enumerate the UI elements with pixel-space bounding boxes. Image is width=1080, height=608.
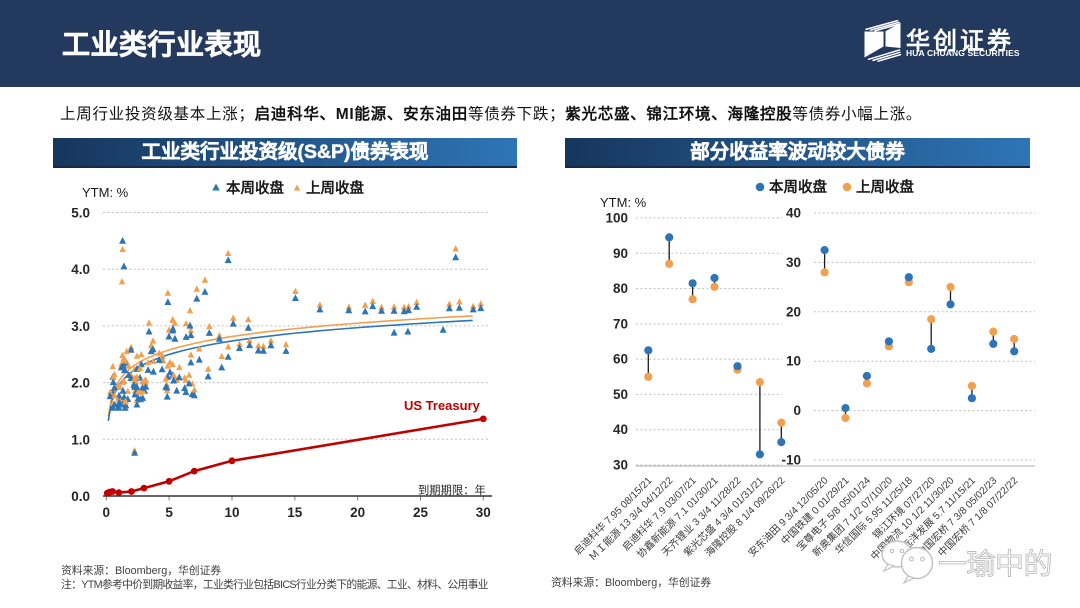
svg-text:YTM: %: YTM: % <box>600 195 647 210</box>
svg-text:90: 90 <box>613 246 628 261</box>
svg-text:YTM: %: YTM: % <box>82 185 129 200</box>
svg-text:20: 20 <box>350 505 365 520</box>
svg-text:4.0: 4.0 <box>71 262 90 277</box>
svg-text:10: 10 <box>786 354 801 369</box>
svg-text:上周收盘: 上周收盘 <box>856 178 914 196</box>
svg-text:60: 60 <box>613 352 628 367</box>
svg-text:50: 50 <box>613 387 628 402</box>
svg-text:30: 30 <box>613 458 628 473</box>
svg-text:资料来源：Bloomberg，华创证券: 资料来源：Bloomberg，华创证券 <box>61 563 221 577</box>
svg-text:5.0: 5.0 <box>71 206 90 221</box>
svg-text:70: 70 <box>613 316 628 331</box>
svg-text:0: 0 <box>793 403 801 418</box>
svg-text:15: 15 <box>287 505 303 520</box>
svg-text:US Treasury: US Treasury <box>404 398 481 413</box>
svg-text:本周收盘: 本周收盘 <box>226 179 284 197</box>
svg-text:0: 0 <box>103 505 111 520</box>
svg-text:资料来源：Bloomberg，华创证券: 资料来源：Bloomberg，华创证券 <box>551 575 711 589</box>
svg-text:20: 20 <box>786 304 801 319</box>
svg-text:注：YTM参考中价到期收益率，工业类行业包括BICS行业分类: 注：YTM参考中价到期收益率，工业类行业包括BICS行业分类下的能源、工业、材料… <box>61 577 489 591</box>
svg-text:100: 100 <box>605 211 628 226</box>
svg-text:一瑜中的: 一瑜中的 <box>938 548 1052 581</box>
svg-text:-10: -10 <box>781 453 801 468</box>
svg-text:30: 30 <box>786 255 801 270</box>
svg-text:40: 40 <box>786 206 801 221</box>
svg-text:30: 30 <box>476 505 491 520</box>
svg-text:2.0: 2.0 <box>71 376 90 391</box>
svg-text:25: 25 <box>413 505 429 520</box>
svg-text:0.0: 0.0 <box>71 489 90 504</box>
svg-text:80: 80 <box>613 281 628 296</box>
svg-text:3.0: 3.0 <box>71 319 90 334</box>
svg-text:到期期限：年: 到期期限：年 <box>418 483 486 497</box>
svg-text:上周收盘: 上周收盘 <box>306 179 364 197</box>
svg-text:40: 40 <box>613 422 628 437</box>
svg-text:1.0: 1.0 <box>71 432 90 447</box>
svg-text:本周收盘: 本周收盘 <box>769 178 827 196</box>
svg-text:10: 10 <box>224 505 239 520</box>
svg-text:5: 5 <box>165 505 173 520</box>
